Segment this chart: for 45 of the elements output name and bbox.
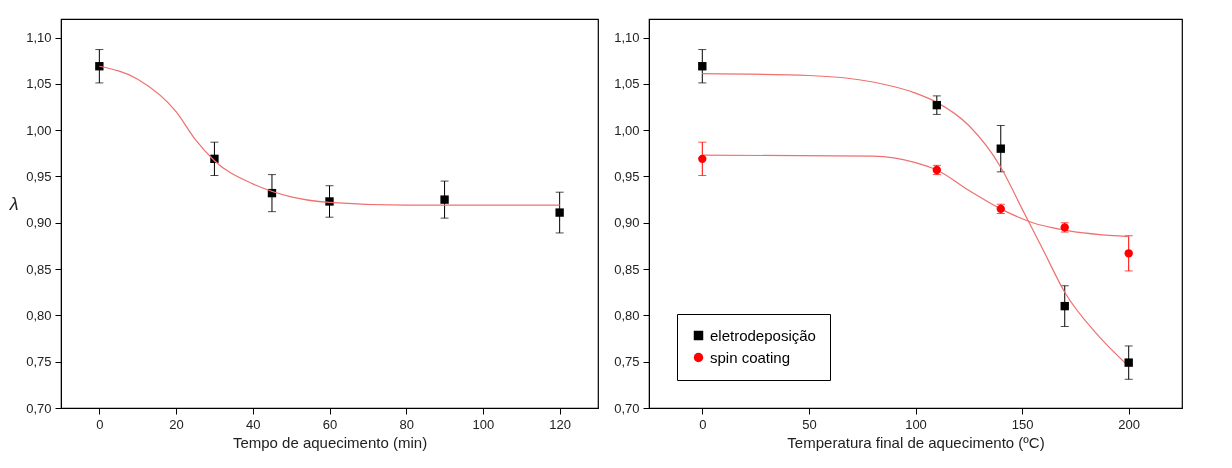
- y-tick-label: 1,05: [26, 76, 52, 92]
- legend-label: spin coating: [710, 348, 791, 366]
- y-tick-label: 0,80: [614, 307, 640, 323]
- x-tick-label: 200: [1118, 416, 1141, 432]
- point: [1060, 301, 1069, 311]
- point: [932, 100, 941, 110]
- point: [95, 62, 104, 71]
- x-tick-label: 100: [472, 416, 495, 432]
- y-tick-label: 0,95: [614, 168, 640, 184]
- x-tick-label: 20: [169, 416, 184, 432]
- x-tick-label: 50: [802, 416, 817, 432]
- x-tick-label: 120: [549, 416, 571, 432]
- x-tick-label: 80: [399, 416, 414, 432]
- point: [996, 144, 1005, 153]
- point: [698, 154, 707, 164]
- legend-label: eletrodeposição: [710, 326, 816, 344]
- y-tick-label: 0,75: [614, 354, 640, 370]
- y-tick-label: 0,95: [26, 168, 52, 184]
- point: [555, 208, 564, 217]
- point: [1124, 249, 1133, 258]
- x-axis-title: Temperatura final de aquecimento (ºC): [787, 433, 1045, 451]
- y-tick-label: 1,10: [26, 30, 52, 46]
- x-tick-label: 150: [1011, 416, 1034, 432]
- y-tick-label: 0,70: [614, 400, 640, 416]
- x-tick-label: 60: [322, 416, 338, 432]
- y-tick-label: 0,85: [614, 261, 640, 277]
- y-tick-label: 1,00: [26, 122, 52, 138]
- y-tick-label: 0,90: [26, 215, 52, 231]
- point: [440, 195, 449, 204]
- x-tick-label: 100: [905, 416, 927, 432]
- y-tick-label: 0,75: [26, 354, 52, 370]
- y-tick-label: 0,85: [26, 261, 52, 277]
- x-tick-label: 40: [246, 416, 261, 432]
- y-tick-label: 1,10: [614, 30, 640, 46]
- y-tick-label: 0,70: [26, 400, 52, 416]
- point: [1124, 358, 1133, 367]
- y-axis-title: λ: [8, 194, 19, 214]
- y-tick-label: 0,80: [26, 307, 52, 323]
- y-tick-label: 1,05: [614, 76, 640, 92]
- y-tick-label: 0,90: [614, 215, 640, 231]
- x-tick-label: 0: [699, 416, 707, 432]
- x-tick-label: 0: [96, 416, 104, 432]
- y-tick-label: 1,00: [614, 122, 640, 138]
- x-axis-title: Tempo de aquecimento (min): [232, 433, 428, 451]
- point: [698, 62, 707, 71]
